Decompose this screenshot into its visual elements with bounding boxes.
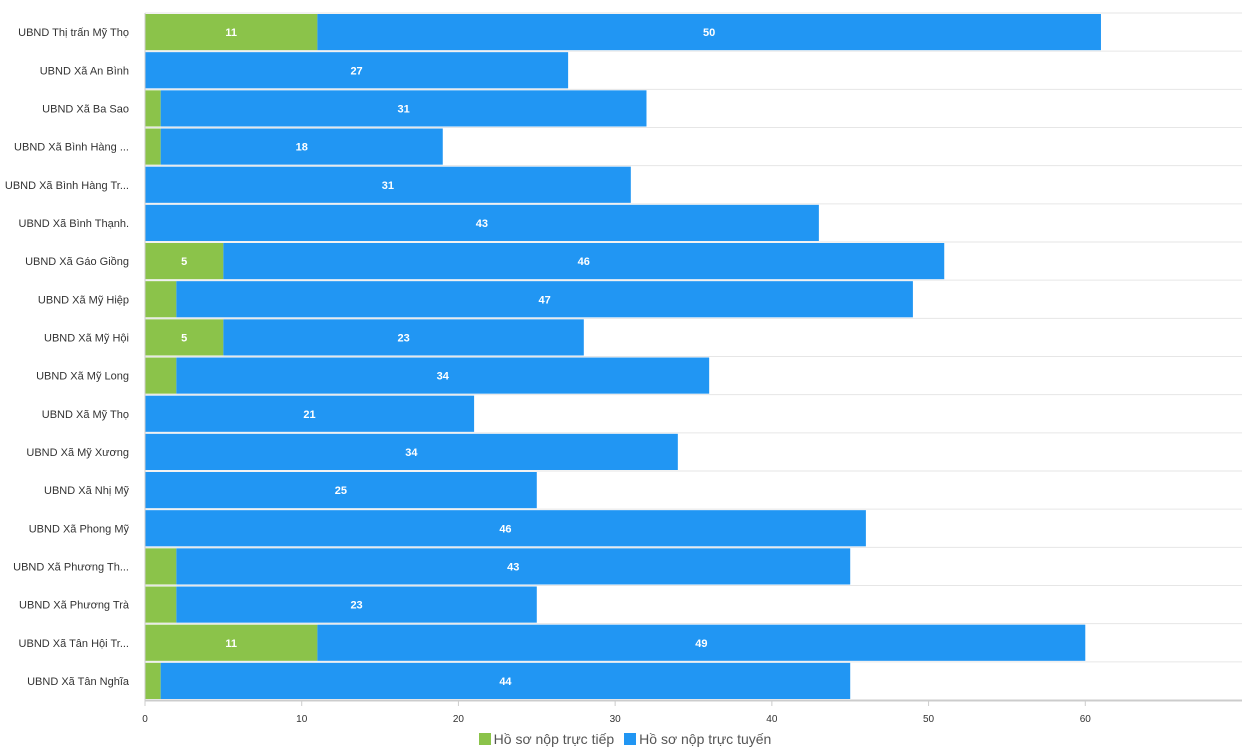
category-label: UBND Xã Phong Mỹ — [29, 523, 130, 535]
bar-online[interactable] — [317, 14, 1101, 51]
bar-online[interactable] — [145, 204, 819, 241]
category-label: UBND Xã Tân Nghĩa — [27, 676, 130, 688]
bar-label-direct: 5 — [181, 256, 187, 268]
bar-online[interactable] — [145, 510, 866, 547]
bar-direct[interactable] — [145, 624, 318, 661]
legend: Hồ sơ nộp trực tiếp Hồ sơ nộp trực tuyến — [0, 730, 1250, 748]
bar-value-labels: 11 50 27 31 18 31 43 5 46 47 5 23 34 21 34 25 46 43 23 11 49… — [181, 27, 715, 688]
bar-label-online: 27 — [350, 65, 362, 77]
legend-swatch-online — [624, 733, 637, 745]
bar-label-online: 46 — [578, 256, 590, 268]
bar-label-direct: 11 — [225, 638, 237, 650]
bar-online[interactable] — [176, 548, 851, 585]
category-label: UBND Xã Phương Trà — [19, 600, 130, 612]
legend-label-direct: Hồ sơ nộp trực tiếp — [493, 731, 615, 747]
bar-online[interactable] — [176, 357, 710, 394]
bar-label-online: 43 — [507, 561, 519, 573]
category-label: UBND Xã Bình Hàng Tr... — [5, 180, 129, 192]
bar-online[interactable] — [176, 586, 537, 623]
grid-lines — [145, 12, 1242, 701]
bar-label-online: 34 — [437, 371, 450, 383]
bar-online[interactable] — [145, 166, 631, 203]
bar-label-online: 18 — [296, 142, 308, 154]
bar-direct[interactable] — [145, 319, 224, 356]
legend-label-online: Hồ sơ nộp trực tuyến — [639, 731, 772, 747]
bar-direct[interactable] — [145, 548, 177, 585]
x-tick-label: 60 — [1080, 714, 1092, 725]
bar-label-online: 23 — [397, 332, 409, 344]
bar-label-direct: 5 — [181, 332, 187, 344]
bar-direct[interactable] — [145, 586, 177, 623]
category-label: UBND Xã Mỹ Long — [36, 371, 129, 383]
x-tick-label: 0 — [142, 714, 148, 725]
bar-online[interactable] — [317, 624, 1086, 661]
x-tick-label: 30 — [610, 714, 622, 725]
category-label: UBND Thị trấn Mỹ Thọ — [18, 27, 129, 39]
category-label: UBND Xã Gáo Giồng — [25, 256, 129, 268]
bar-online[interactable] — [145, 433, 678, 470]
bar-label-online: 25 — [335, 485, 347, 497]
bar-label-online: 21 — [303, 409, 315, 421]
bar-label-online: 23 — [350, 600, 362, 612]
bar-direct[interactable] — [145, 281, 177, 318]
bar-label-online: 44 — [499, 676, 512, 688]
bar-label-online: 46 — [499, 523, 511, 535]
category-label: UBND Xã An Bình — [40, 65, 129, 77]
bar-online[interactable] — [145, 395, 475, 432]
bar-online[interactable] — [160, 128, 443, 165]
category-label: UBND Xã Bình Thạnh. — [19, 218, 129, 230]
category-label: UBND Xã Ba Sao — [42, 103, 129, 115]
bar-direct[interactable] — [145, 14, 318, 51]
bar-label-online: 50 — [703, 27, 715, 39]
bar-online[interactable] — [160, 662, 851, 699]
bar-direct[interactable] — [145, 662, 161, 699]
category-label: UBND Xã Mỹ Thọ — [42, 409, 129, 421]
bar-online[interactable] — [176, 281, 913, 318]
bar-online[interactable] — [223, 319, 584, 356]
category-label: UBND Xã Mỹ Hiệp — [38, 294, 129, 306]
x-tick-label: 20 — [453, 714, 465, 725]
category-label: UBND Xã Mỹ Hội — [44, 332, 129, 344]
bar-label-online: 47 — [538, 294, 550, 306]
bars — [145, 14, 1101, 699]
category-label: UBND Xã Tân Hội Tr... — [19, 638, 129, 650]
bar-label-online: 43 — [476, 218, 488, 230]
x-axis: 0 10 20 30 40 50 60 — [142, 13, 1242, 725]
x-tick-label: 10 — [296, 714, 308, 725]
bar-online[interactable] — [145, 52, 569, 89]
category-label: UBND Xã Phương Th... — [13, 561, 129, 573]
bar-label-direct: 11 — [225, 27, 237, 39]
x-tick-label: 50 — [923, 714, 935, 725]
category-labels: UBND Thị trấn Mỹ Thọ UBND Xã An Bình UBND … — [5, 27, 130, 688]
bar-online[interactable] — [223, 243, 945, 280]
bar-direct[interactable] — [145, 90, 161, 127]
bar-direct[interactable] — [145, 357, 177, 394]
bar-label-online: 34 — [405, 447, 418, 459]
bar-label-online: 31 — [397, 103, 409, 115]
category-label: UBND Xã Bình Hàng ... — [14, 142, 129, 154]
bar-online[interactable] — [160, 90, 647, 127]
category-label: UBND Xã Nhị Mỹ — [44, 485, 129, 497]
x-tick-label: 40 — [766, 714, 778, 725]
legend-swatch-direct — [478, 733, 491, 745]
bar-online[interactable] — [145, 472, 537, 509]
bar-direct[interactable] — [145, 128, 161, 165]
legend-item-direct[interactable]: Hồ sơ nộp trực tiếp — [478, 731, 615, 747]
bar-label-online: 49 — [695, 638, 707, 650]
legend-item-online[interactable]: Hồ sơ nộp trực tuyến — [624, 731, 771, 747]
bar-direct[interactable] — [145, 243, 224, 280]
bar-label-online: 31 — [382, 180, 394, 192]
category-label: UBND Xã Mỹ Xương — [26, 447, 129, 459]
